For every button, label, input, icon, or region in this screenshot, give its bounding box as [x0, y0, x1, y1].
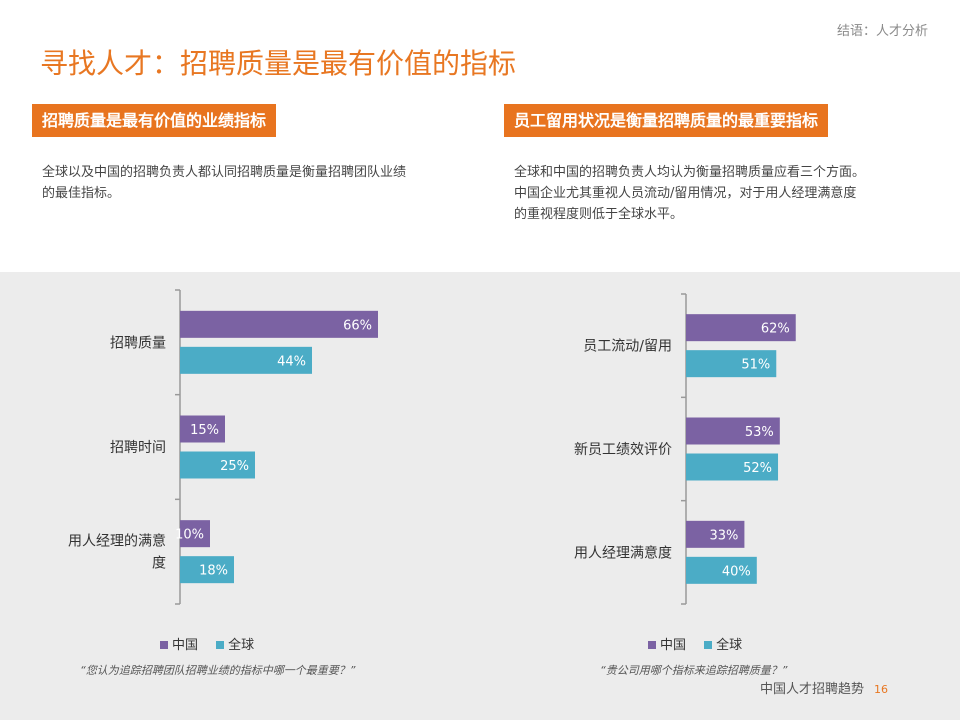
- right-chart: 员工流动/留用 62% 51% 新员工绩效评价 53% 52% 用人经理满意度 33% 40%: [490, 278, 960, 658]
- legend-item-global: 全球: [216, 638, 254, 653]
- bar-china: [180, 520, 210, 548]
- footer-text: 中国人才招聘趋势: [760, 682, 865, 697]
- left-legend: 中国 全球: [160, 634, 268, 653]
- category-label: 新员工绩效评价: [574, 442, 672, 458]
- bar-global: [686, 453, 779, 481]
- bar-global: [180, 346, 312, 374]
- category-label: 员工流动/留用: [583, 339, 672, 355]
- legend-label-global: 全球: [228, 638, 255, 653]
- page-number: 16: [874, 683, 889, 696]
- bar-global: [686, 556, 757, 584]
- data-label: 25%: [220, 459, 249, 474]
- data-label: 66%: [343, 318, 372, 333]
- bar-global: [180, 451, 255, 479]
- left-desc-line-1: 全球以及中国的招聘负责人都认同招聘质量是衡量招聘团队业绩: [42, 165, 407, 180]
- bar-china: [686, 314, 796, 342]
- legend-label-china: 中国: [660, 638, 687, 653]
- data-label: 10%: [175, 528, 204, 543]
- data-label: 51%: [741, 358, 770, 373]
- data-label: 15%: [190, 423, 219, 438]
- left-description: 全球以及中国的招聘负责人都认同招聘质量是衡量招聘团队业绩 的最佳指标。: [42, 162, 406, 204]
- bar-global: [180, 556, 234, 584]
- bar-china: [686, 520, 745, 548]
- right-section-header: 员工留用状况是衡量招聘质量的最重要指标: [504, 104, 829, 137]
- legend-swatch-china: [160, 641, 168, 649]
- bar-global: [686, 350, 777, 378]
- data-label: 44%: [277, 354, 306, 369]
- category-label: 招聘时间: [110, 440, 166, 456]
- category-label: 用人经理满意度: [574, 544, 672, 561]
- data-label: 18%: [199, 564, 228, 579]
- page-title: 寻找人才：招聘质量是最有价值的指标: [40, 47, 517, 80]
- breadcrumb: 结语：人才分析: [836, 24, 928, 39]
- right-description: 全球和中国的招聘负责人均认为衡量招聘质量应看三个方面。 中国企业尤其重视人员流动…: [514, 162, 865, 225]
- legend-item-china: 中国: [160, 638, 198, 653]
- category-label: 度: [152, 556, 166, 572]
- right-legend: 中国 全球: [648, 634, 756, 653]
- legend-swatch-china: [648, 641, 656, 649]
- left-desc-line-2: 的最佳指标。: [42, 186, 121, 201]
- legend-item-global: 全球: [704, 638, 742, 653]
- right-survey-question: “贵公司用哪个指标来追踪招聘质量？”: [600, 664, 788, 677]
- legend-item-china: 中国: [648, 638, 686, 653]
- data-label: 53%: [745, 425, 774, 440]
- left-survey-question: “您认为追踪招聘团队招聘业绩的指标中哪一个最重要？”: [80, 664, 356, 677]
- data-label: 62%: [761, 322, 790, 337]
- right-chart-svg: 员工流动/留用 62% 51% 新员工绩效评价 53% 52% 用人经理满意度 33% 40%: [574, 293, 796, 605]
- bar-china: [686, 417, 780, 445]
- data-label: 52%: [743, 461, 772, 476]
- left-section-header: 招聘质量是最有价值的业绩指标: [32, 104, 277, 137]
- footer: 中国人才招聘趋势 16: [760, 678, 888, 697]
- legend-label-global: 全球: [716, 638, 743, 653]
- category-label: 招聘质量: [110, 335, 166, 351]
- legend-swatch-global: [216, 641, 225, 649]
- legend-swatch-global: [704, 641, 713, 649]
- legend-label-china: 中国: [172, 638, 199, 653]
- bar-china: [180, 310, 378, 338]
- bar-china: [180, 415, 225, 443]
- data-label: 40%: [722, 564, 751, 579]
- category-label: 用人经理的满意: [68, 533, 166, 550]
- right-desc-line-1: 全球和中国的招聘负责人均认为衡量招聘质量应看三个方面。: [514, 165, 866, 180]
- right-desc-line-2: 中国企业尤其重视人员流动/留用情况，对于用人经理满意度: [514, 186, 857, 201]
- left-chart: 招聘质量 66% 44% 招聘时间 15% 25% 用人经理的满意度 10% 18%: [0, 278, 470, 658]
- data-label: 33%: [710, 528, 739, 543]
- right-desc-line-3: 的重视程度则低于全球水平。: [514, 207, 684, 222]
